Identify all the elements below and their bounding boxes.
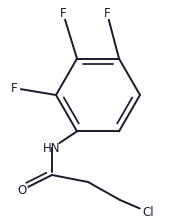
Text: O: O [17,183,27,196]
Text: F: F [104,6,110,19]
Text: HN: HN [43,142,61,155]
Text: F: F [60,6,66,19]
Text: Cl: Cl [142,205,154,218]
Text: F: F [11,82,17,95]
